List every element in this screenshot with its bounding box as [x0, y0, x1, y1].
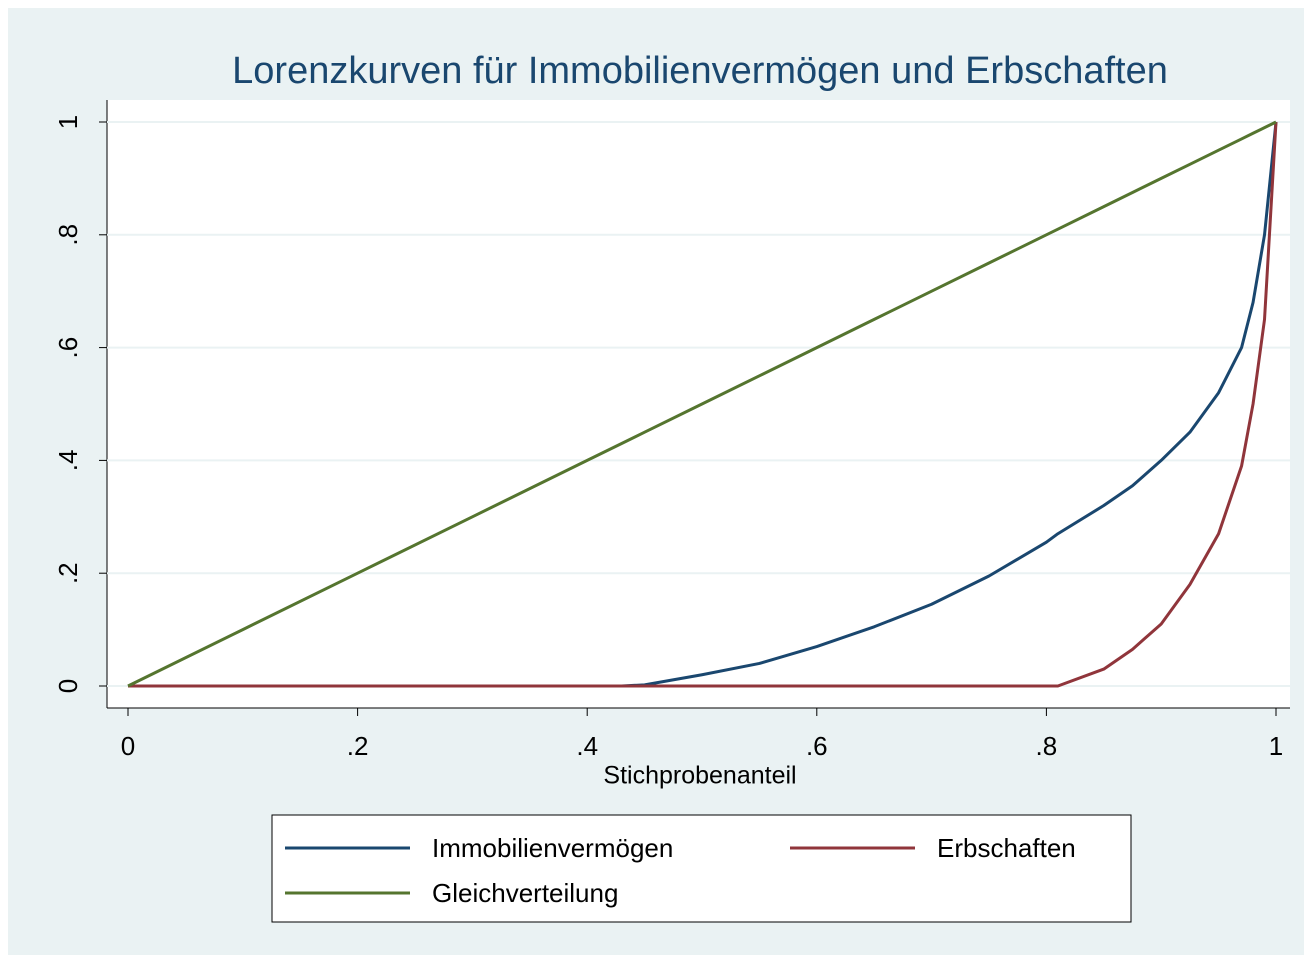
legend-label: Immobilienvermögen: [432, 833, 673, 863]
y-tick-label: .4: [53, 450, 83, 472]
data-line: [127, 120, 1277, 688]
y-tick-label: .2: [53, 562, 83, 584]
legend-label: Erbschaften: [937, 833, 1076, 863]
x-tick-label: 0: [121, 731, 135, 761]
plot-area: [107, 100, 1290, 708]
x-axis-label: Stichprobenanteil: [603, 762, 796, 790]
x-tick-label: 1: [1269, 731, 1283, 761]
x-tick-label: .6: [806, 731, 828, 761]
chart-title: Lorenzkurven für Immobilienvermögen und …: [232, 50, 1168, 92]
legend-box: [271, 814, 1132, 923]
y-tick-label: 1: [53, 115, 83, 129]
y-tick-label: .8: [53, 224, 83, 246]
x-tick-label: .2: [347, 731, 369, 761]
y-tick-label: 0: [53, 679, 83, 693]
legend-label: Gleichverteilung: [432, 878, 618, 908]
y-tick-label: .6: [53, 337, 83, 359]
x-tick-label: .4: [576, 731, 598, 761]
data-line: [128, 121, 1278, 688]
x-tick-label: .8: [1036, 731, 1058, 761]
